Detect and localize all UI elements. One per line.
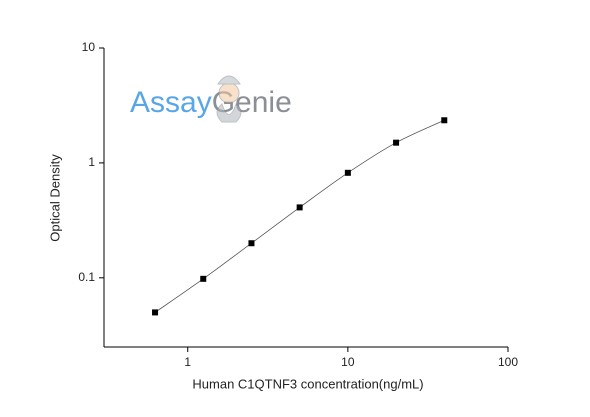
fit-curve [154, 119, 445, 313]
x-tick-label: 10 [341, 355, 355, 369]
data-point [296, 204, 303, 211]
data-point [344, 169, 351, 176]
data-point [200, 275, 207, 282]
y-tick-label: 10 [82, 40, 96, 54]
y-axis-label: Optical Density [47, 154, 62, 242]
y-tick-label: 1 [88, 155, 95, 169]
data-point [248, 240, 255, 247]
logo-icon [216, 75, 242, 123]
x-tick-label: 100 [498, 355, 518, 369]
data-point [393, 139, 400, 146]
watermark-assay: Assay [130, 86, 212, 119]
data-point [152, 309, 159, 316]
x-tick-label: 1 [184, 355, 191, 369]
x-axis-label: Human C1QTNF3 concentration(ng/mL) [192, 376, 423, 391]
y-tick-label: 0.1 [78, 270, 95, 284]
watermark: AssayGenie [130, 86, 292, 119]
data-point [441, 117, 448, 124]
